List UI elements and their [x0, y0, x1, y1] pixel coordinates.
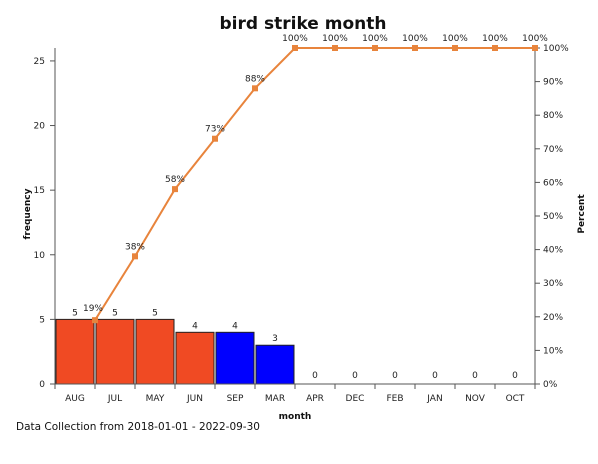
cumulative-label: 100%	[522, 34, 548, 44]
cumulative-label: 100%	[482, 34, 508, 44]
cumulative-point	[492, 45, 498, 51]
y2-tick-label: 40%	[543, 246, 563, 256]
y-tick-label: 0	[39, 380, 45, 390]
bar-value-label: 4	[192, 321, 198, 331]
cumulative-point	[292, 45, 298, 51]
y-tick-label: 5	[39, 315, 45, 325]
y2-tick-label: 0%	[543, 380, 558, 390]
bar-value-label: 0	[472, 371, 478, 381]
cumulative-label: 100%	[282, 34, 308, 44]
x-tick-label: DEC	[346, 394, 365, 404]
axes-layer: 0 5 10 15 20 25 0% 10% 20% 30% 40% 50% 60% 70% 80% 90% 1…	[34, 44, 570, 404]
y2-tick-label: 90%	[543, 78, 563, 88]
bar-mar	[255, 344, 295, 385]
labels-layer: 5 5 5 4 4 3 0 0 0 0 0 0 19% 38% 58% 73% 88% 100% 100% 100% 1…	[72, 34, 548, 381]
cumulative-label: 100%	[442, 34, 468, 44]
bar-value-label: 0	[312, 371, 318, 381]
bar-value-label: 3	[272, 334, 278, 344]
bar-jul	[95, 318, 135, 385]
cumulative-point	[412, 45, 418, 51]
x-tick-label: MAR	[265, 394, 285, 404]
cumulative-label: 100%	[362, 34, 388, 44]
y2-tick-label: 60%	[543, 178, 563, 188]
cumulative-point	[172, 186, 178, 193]
bars-layer	[55, 318, 295, 385]
x-tick-label: MAY	[146, 394, 165, 404]
x-tick-label: FEB	[386, 394, 403, 404]
x-tick-label: AUG	[65, 394, 85, 404]
y2-tick-label: 20%	[543, 313, 563, 323]
cumulative-point	[332, 45, 338, 51]
bar-value-label: 0	[512, 371, 518, 381]
x-tick-label: OCT	[506, 394, 525, 404]
x-tick-label: JUL	[107, 394, 122, 404]
bar-value-label: 5	[112, 308, 118, 318]
y2-axis-title: Percent	[577, 194, 587, 234]
y-axis-title: frequency	[23, 188, 33, 239]
cumulative-label: 58%	[165, 175, 185, 185]
x-tick-label: APR	[306, 394, 324, 404]
cumulative-label: 100%	[322, 34, 348, 44]
bar-value-label: 5	[72, 308, 78, 318]
cumulative-label: 19%	[83, 304, 103, 314]
y-tick-label: 15	[34, 186, 45, 196]
bar-sep	[215, 331, 255, 385]
bar-value-label: 0	[392, 371, 398, 381]
footnote: Data Collection from 2018-01-01 - 2022-0…	[16, 421, 260, 433]
y-tick-label: 20	[34, 122, 46, 132]
cumulative-point	[132, 253, 138, 260]
bar-value-label: 4	[232, 321, 238, 331]
bar-value-label: 0	[432, 371, 438, 381]
bar-may	[135, 318, 175, 385]
x-tick-label: JUN	[186, 394, 203, 404]
y2-tick-label: 10%	[543, 346, 563, 356]
y2-tick-label: 70%	[543, 145, 563, 155]
chart-title: bird strike month	[220, 14, 387, 34]
x-axis-title: month	[279, 412, 312, 422]
bar-value-label: 5	[152, 308, 158, 318]
x-tick-label: SEP	[227, 394, 244, 404]
bar-value-label: 0	[352, 371, 358, 381]
y-tick-label: 10	[34, 251, 46, 261]
cumulative-point	[252, 85, 258, 92]
cumulative-label: 88%	[245, 74, 265, 84]
x-tick-label: JAN	[426, 394, 442, 404]
cumulative-point	[372, 45, 378, 51]
x-tick-label: NOV	[465, 394, 486, 404]
y2-tick-label: 30%	[543, 279, 563, 289]
cumulative-point	[92, 317, 98, 324]
y2-tick-label: 50%	[543, 212, 563, 222]
cumulative-line-layer	[92, 45, 538, 324]
cumulative-label: 73%	[205, 125, 225, 135]
cumulative-label: 38%	[125, 242, 145, 252]
y2-tick-label: 80%	[543, 111, 563, 121]
cumulative-point	[532, 45, 538, 51]
cumulative-label: 100%	[402, 34, 428, 44]
cumulative-point	[212, 135, 218, 142]
y2-tick-label: 100%	[543, 44, 569, 54]
bar-jun	[175, 331, 215, 385]
cumulative-percent-line	[94, 47, 535, 321]
cumulative-point	[452, 45, 458, 51]
bar-aug	[55, 318, 95, 385]
y-tick-label: 25	[34, 57, 45, 67]
